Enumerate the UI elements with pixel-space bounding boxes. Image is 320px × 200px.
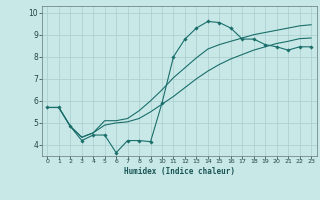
X-axis label: Humidex (Indice chaleur): Humidex (Indice chaleur) bbox=[124, 167, 235, 176]
